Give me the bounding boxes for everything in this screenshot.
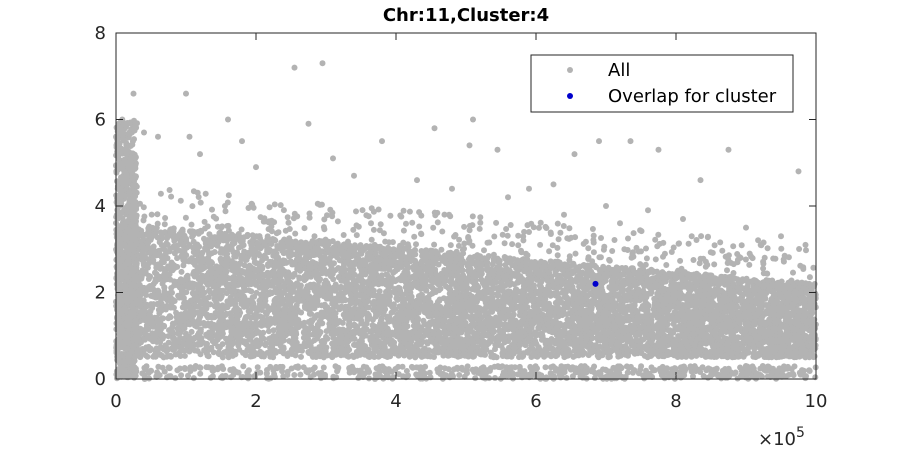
x-tick-label: 0	[110, 391, 121, 412]
data-point-all	[778, 233, 784, 240]
data-point-all	[645, 207, 651, 214]
legend-label-all: All	[608, 60, 630, 81]
data-point-all	[305, 120, 312, 127]
data-point-all	[795, 168, 802, 175]
data-point-all	[802, 241, 809, 248]
data-point-all	[351, 172, 357, 179]
data-point-all	[253, 164, 259, 171]
x-tick-label: 10	[805, 391, 828, 412]
data-point-all	[239, 138, 245, 145]
legend-marker-overlap	[567, 93, 573, 99]
data-marks	[130, 60, 809, 287]
data-point-all	[655, 146, 662, 153]
legend-box	[530, 54, 794, 113]
data-point-all	[494, 146, 501, 153]
data-point-all	[186, 133, 193, 140]
x-axis-ticks: 0 2 4 6 8 10	[110, 33, 827, 412]
data-point-all	[330, 155, 336, 162]
x-tick-label: 8	[670, 391, 681, 412]
data-point-all	[466, 142, 473, 149]
data-point-all	[680, 216, 686, 222]
x-tick-label: 6	[530, 391, 541, 412]
data-point-all	[617, 220, 623, 227]
x-exponent-label: ×105	[758, 425, 805, 450]
data-point-all	[725, 146, 732, 153]
data-point-all	[571, 151, 578, 158]
y-tick-label: 8	[95, 23, 106, 44]
data-point-all	[291, 64, 298, 71]
x-exponent-power: 5	[796, 425, 805, 441]
data-point-overlap	[592, 280, 599, 287]
data-point-all	[697, 177, 704, 184]
x-exponent-base: ×10	[758, 429, 796, 450]
data-point-all	[596, 138, 602, 145]
data-point-all	[743, 224, 749, 231]
data-point-all	[155, 133, 161, 140]
y-tick-label: 0	[95, 369, 106, 390]
data-point-all	[379, 138, 385, 145]
y-axis-ticks: 0 2 4 6 8	[95, 23, 816, 390]
data-point-all	[225, 116, 231, 123]
data-point-all	[505, 194, 511, 201]
data-point-all	[526, 229, 532, 235]
chart-title: Chr:11,Cluster:4	[383, 5, 549, 26]
data-point-all	[550, 181, 557, 188]
x-tick-label: 2	[250, 391, 261, 412]
legend-marker-all	[567, 67, 573, 73]
data-point-all	[130, 90, 137, 97]
data-point-all	[141, 129, 147, 136]
data-point-all	[449, 185, 455, 192]
data-point-all	[197, 151, 203, 158]
data-point-all	[319, 60, 326, 67]
legend: All Overlap for cluster	[530, 54, 794, 113]
data-point-all	[183, 90, 189, 97]
data-point-all	[431, 125, 438, 132]
data-point-all	[470, 116, 476, 123]
y-tick-label: 6	[95, 110, 106, 131]
point-cloud	[113, 116, 819, 382]
y-tick-label: 2	[95, 283, 106, 304]
data-point-all	[561, 211, 567, 218]
data-point-all	[526, 185, 532, 192]
data-point-all	[627, 138, 634, 145]
x-tick-label: 4	[390, 391, 401, 412]
y-tick-label: 4	[95, 196, 106, 217]
legend-label-overlap: Overlap for cluster	[608, 86, 777, 107]
data-point-all	[414, 177, 420, 184]
data-point-all	[603, 203, 609, 209]
